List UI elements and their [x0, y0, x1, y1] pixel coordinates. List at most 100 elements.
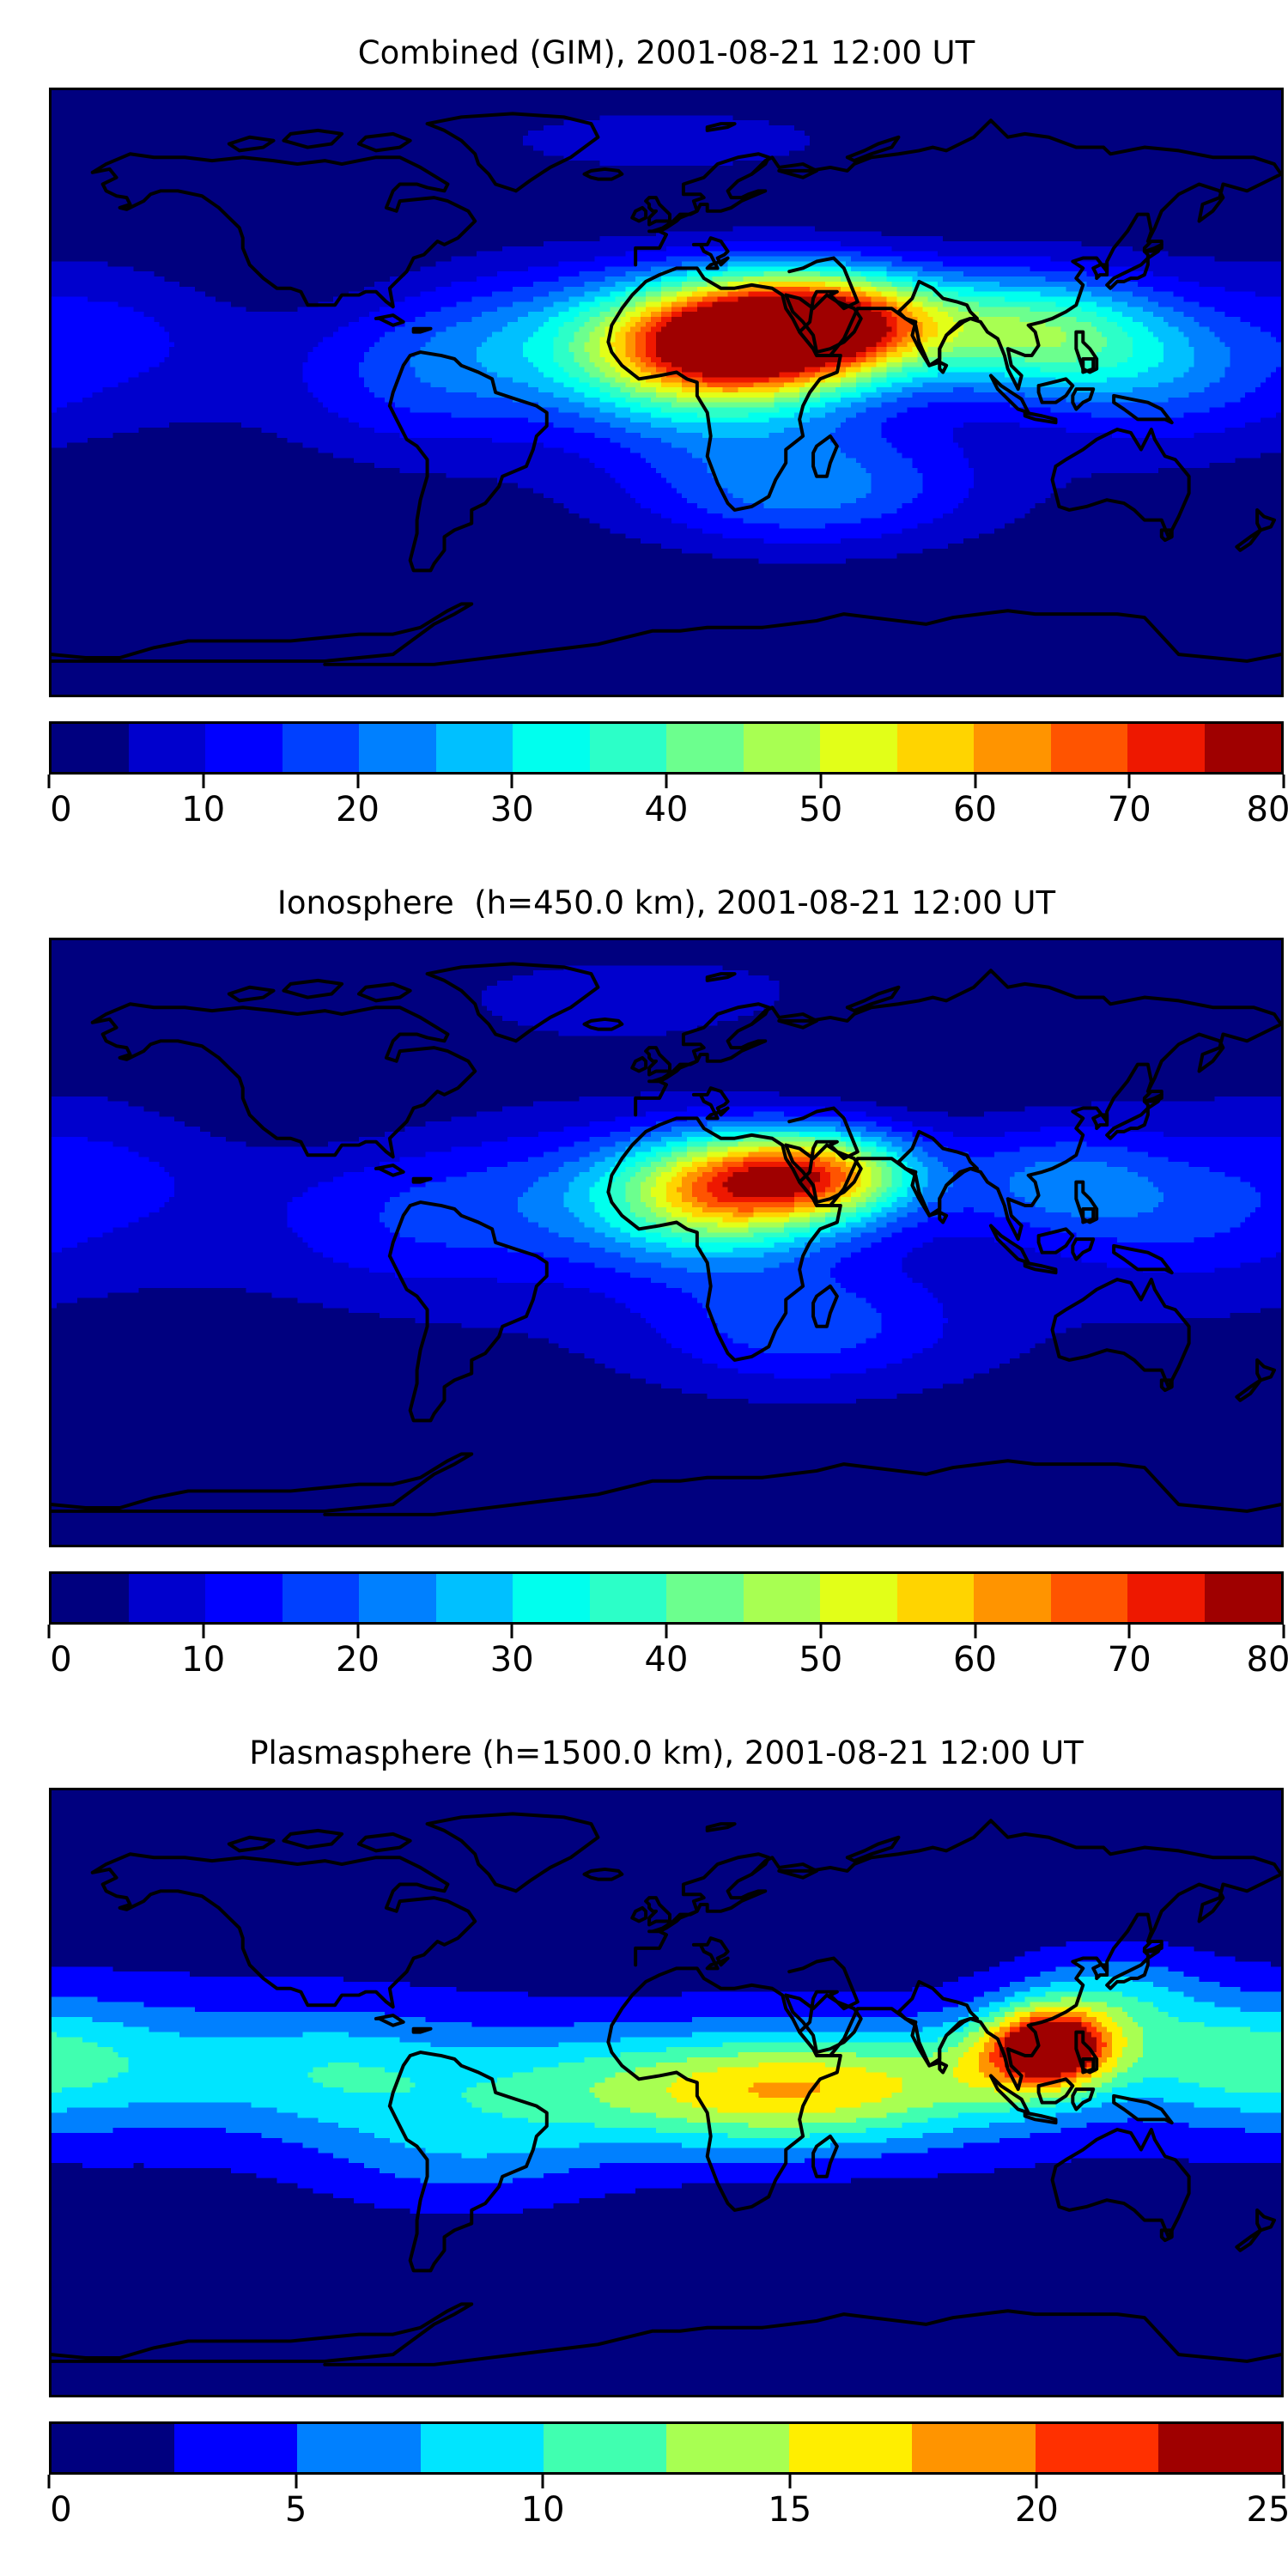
combined-colorbar-ticks: 0 10 20 30 40 50 60 70 80: [47, 775, 1288, 836]
colorbar-tick-label: 0: [50, 790, 72, 829]
colorbar-tick-label: 10: [181, 790, 226, 829]
colorbar-swatch: [359, 1574, 436, 1622]
colorbar-tick: [510, 775, 513, 788]
panel-plasmasphere-title: Plasmasphere (h=1500.0 km), 2001-08-21 1…: [249, 1735, 1084, 1771]
colorbar-swatch: [420, 2424, 544, 2472]
colorbar-tick: [1282, 1625, 1285, 1638]
colorbar-tick-label: 80: [1246, 1640, 1288, 1680]
colorbar-tick-label: 0: [50, 2490, 72, 2530]
colorbar-tick: [665, 775, 668, 788]
colorbar-swatch: [666, 2424, 790, 2472]
colorbar-tick: [202, 775, 205, 788]
colorbar-swatch: [589, 1574, 666, 1622]
colorbar-swatch: [1204, 1574, 1281, 1622]
colorbar-tick-label: 5: [284, 2490, 307, 2530]
colorbar-swatch: [513, 1574, 590, 1622]
colorbar-tick-label: 30: [489, 790, 534, 829]
colorbar-swatch: [297, 2424, 421, 2472]
colorbar-swatch: [666, 724, 744, 772]
colorbar-tick: [356, 1625, 359, 1638]
colorbar-swatch: [896, 724, 974, 772]
colorbar-tick: [788, 2475, 792, 2488]
colorbar-swatch: [1127, 1574, 1205, 1622]
colorbar-tick-label: 10: [520, 2490, 565, 2530]
colorbar-swatch: [52, 2424, 175, 2472]
colorbar-tick-label: 20: [336, 1640, 380, 1680]
colorbar-tick: [295, 2475, 298, 2488]
colorbar-tick-label: 15: [768, 2490, 812, 2530]
colorbar-swatch: [435, 1574, 513, 1622]
panel-combined-title: Combined (GIM), 2001-08-21 12:00 UT: [357, 34, 975, 71]
colorbar-tick: [1282, 775, 1285, 788]
colorbar-swatch: [205, 724, 283, 772]
plasmasphere-map-canvas: [52, 1790, 1281, 2395]
colorbar-swatch: [205, 1574, 283, 1622]
colorbar-swatch: [513, 724, 590, 772]
colorbar-tick: [1282, 2475, 1285, 2488]
colorbar-swatch: [128, 724, 205, 772]
colorbar-tick: [510, 1625, 513, 1638]
colorbar-swatch: [174, 2424, 298, 2472]
colorbar-swatch: [435, 724, 513, 772]
colorbar-swatch: [543, 2424, 667, 2472]
colorbar-tick-label: 80: [1246, 790, 1288, 829]
colorbar-swatch: [912, 2424, 1036, 2472]
colorbar-tick-label: 40: [644, 1640, 689, 1680]
colorbar-tick-label: 60: [953, 1640, 997, 1680]
colorbar-tick: [47, 1625, 51, 1638]
panel-ionosphere-title: Ionosphere (h=450.0 km), 2001-08-21 12:0…: [276, 884, 1056, 921]
colorbar-tick-label: 20: [336, 790, 380, 829]
plasmasphere-colorbar-bar: [49, 2421, 1284, 2475]
colorbar-tick: [356, 775, 359, 788]
colorbar-swatch: [666, 1574, 744, 1622]
colorbar-swatch: [589, 724, 666, 772]
colorbar-tick: [974, 1625, 976, 1638]
colorbar-swatch: [282, 1574, 359, 1622]
colorbar-tick: [47, 775, 51, 788]
colorbar-swatch: [1035, 2424, 1158, 2472]
colorbar-tick: [47, 2475, 51, 2488]
colorbar-swatch: [1127, 724, 1205, 772]
colorbar-tick-label: 50: [799, 790, 843, 829]
colorbar-tick: [541, 2475, 544, 2488]
colorbar-swatch: [1050, 724, 1127, 772]
colorbar-tick-label: 20: [1014, 2490, 1059, 2530]
ionosphere-colorbar-bar: [49, 1571, 1284, 1625]
colorbar-swatch: [896, 1574, 974, 1622]
colorbar-swatch: [282, 724, 359, 772]
colorbar-tick: [202, 1625, 205, 1638]
colorbar-swatch: [743, 1574, 820, 1622]
colorbar-tick-label: 30: [489, 1640, 534, 1680]
colorbar-tick: [665, 1625, 668, 1638]
colorbar-tick: [819, 1625, 823, 1638]
ionosphere-map-canvas: [52, 940, 1281, 1545]
panel-combined-map: [49, 88, 1284, 697]
colorbar-swatch: [743, 724, 820, 772]
colorbar-swatch: [52, 724, 129, 772]
combined-map-canvas: [52, 90, 1281, 695]
colorbar-swatch: [359, 724, 436, 772]
colorbar-tick: [819, 775, 823, 788]
colorbar-tick-label: 70: [1107, 790, 1151, 829]
colorbar-tick-label: 25: [1246, 2490, 1288, 2530]
colorbar-tick-label: 60: [953, 790, 997, 829]
colorbar-tick: [1127, 775, 1131, 788]
colorbar-swatch: [1157, 2424, 1281, 2472]
combined-colorbar-bar: [49, 721, 1284, 775]
panel-plasmasphere-map: [49, 1788, 1284, 2397]
colorbar-tick: [1035, 2475, 1038, 2488]
colorbar-tick: [974, 775, 976, 788]
colorbar-swatch: [1050, 1574, 1127, 1622]
colorbar-tick-label: 70: [1107, 1640, 1151, 1680]
colorbar-tick-label: 0: [50, 1640, 72, 1680]
colorbar-swatch: [52, 1574, 129, 1622]
colorbar-swatch: [974, 724, 1051, 772]
colorbar-swatch: [1204, 724, 1281, 772]
colorbar-swatch: [820, 724, 897, 772]
colorbar-swatch: [820, 1574, 897, 1622]
ionosphere-colorbar-ticks: 0 10 20 30 40 50 60 70 80: [47, 1625, 1288, 1686]
colorbar-tick-label: 10: [181, 1640, 226, 1680]
colorbar-swatch: [974, 1574, 1051, 1622]
colorbar-swatch: [789, 2424, 913, 2472]
